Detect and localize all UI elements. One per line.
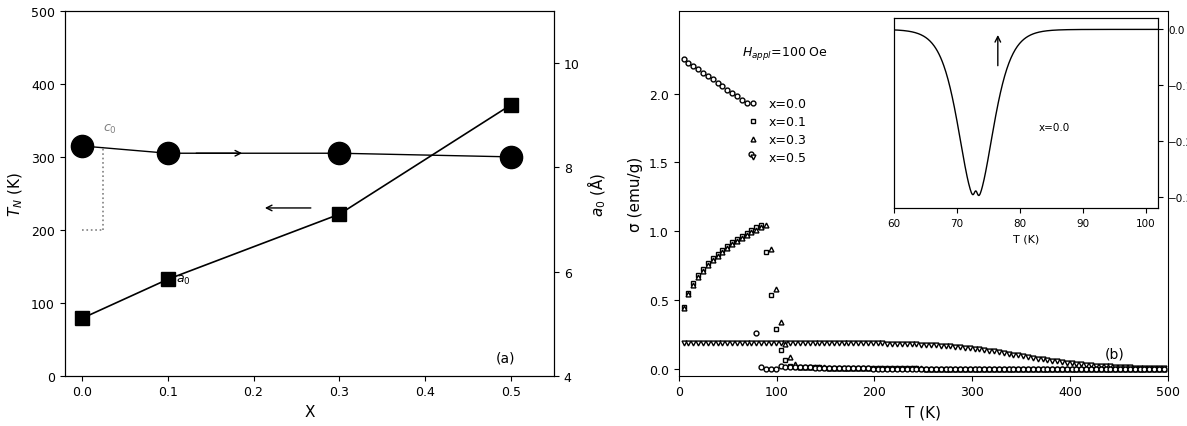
x=0.3 bbox=[971, 366, 985, 371]
Text: (b): (b) bbox=[1104, 347, 1124, 361]
x=0.0 bbox=[706, 78, 721, 83]
x=0.5 bbox=[958, 345, 972, 351]
x=0.1 bbox=[1094, 366, 1109, 371]
x=0.5 bbox=[1093, 363, 1107, 368]
x=0.5 bbox=[677, 340, 691, 345]
x=0.1 bbox=[677, 305, 691, 310]
x=0.3 bbox=[677, 306, 691, 311]
x=0.1 bbox=[1161, 366, 1175, 371]
x=0.5 bbox=[1128, 365, 1142, 370]
x=0.0 bbox=[985, 366, 999, 371]
x=0.5 bbox=[1161, 365, 1175, 370]
x=0.1 bbox=[985, 366, 999, 371]
x=0.3 bbox=[1045, 366, 1059, 371]
x=0.1 bbox=[958, 366, 972, 371]
x=0.3 bbox=[985, 366, 999, 371]
x=0.3 bbox=[760, 222, 774, 227]
x=0.3 bbox=[958, 366, 972, 371]
Text: $a_0$: $a_0$ bbox=[176, 274, 191, 287]
Line: x=0.3: x=0.3 bbox=[681, 222, 1170, 371]
Y-axis label: σ (emu/g): σ (emu/g) bbox=[628, 156, 643, 231]
x=0.3 bbox=[1094, 366, 1109, 371]
X-axis label: X: X bbox=[304, 404, 315, 419]
x=0.1 bbox=[755, 222, 769, 227]
Legend: x=0.0, x=0.1, x=0.3, x=0.5: x=0.0, x=0.1, x=0.3, x=0.5 bbox=[743, 98, 807, 165]
x=0.0 bbox=[769, 366, 783, 371]
X-axis label: T (K): T (K) bbox=[906, 404, 941, 419]
x=0.5 bbox=[706, 340, 721, 345]
x=0.0 bbox=[958, 366, 972, 371]
Text: (a): (a) bbox=[495, 350, 515, 364]
x=0.1 bbox=[706, 256, 721, 261]
x=0.1 bbox=[1045, 366, 1059, 371]
Y-axis label: $T_N$ (K): $T_N$ (K) bbox=[7, 171, 25, 216]
x=0.5 bbox=[971, 347, 985, 352]
x=0.0 bbox=[971, 366, 985, 371]
x=0.0 bbox=[1094, 366, 1109, 371]
x=0.3 bbox=[706, 257, 721, 262]
Text: $H_{appl}$=100 Oe: $H_{appl}$=100 Oe bbox=[742, 45, 829, 62]
x=0.3 bbox=[1161, 366, 1175, 371]
Text: $c_0$: $c_0$ bbox=[103, 123, 118, 136]
x=0.5 bbox=[985, 349, 999, 354]
x=0.1 bbox=[971, 366, 985, 371]
x=0.5 bbox=[1043, 358, 1058, 363]
x=0.0 bbox=[1045, 366, 1059, 371]
x=0.0 bbox=[677, 58, 691, 63]
Line: x=0.0: x=0.0 bbox=[681, 58, 1170, 371]
Y-axis label: $a_0$ (Å): $a_0$ (Å) bbox=[585, 172, 608, 216]
Line: x=0.5: x=0.5 bbox=[681, 340, 1170, 370]
x=0.0 bbox=[1161, 366, 1175, 371]
Line: x=0.1: x=0.1 bbox=[681, 222, 1170, 371]
